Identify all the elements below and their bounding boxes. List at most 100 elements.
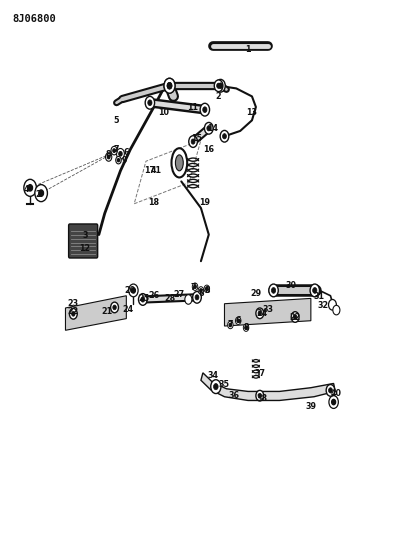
Circle shape [223,134,227,139]
Circle shape [256,308,264,319]
Text: 16: 16 [203,145,214,154]
Circle shape [119,152,122,156]
Circle shape [72,311,75,316]
Text: 15: 15 [191,134,203,143]
Circle shape [228,321,233,329]
Circle shape [258,393,262,398]
Circle shape [28,184,32,191]
Circle shape [236,317,241,325]
Text: 13: 13 [247,108,257,117]
Text: 12: 12 [80,244,91,253]
Text: 7: 7 [228,320,233,329]
Text: 20: 20 [125,286,136,295]
Circle shape [69,309,77,319]
Circle shape [198,287,204,294]
Text: 8: 8 [106,150,112,159]
Text: 30: 30 [286,280,297,289]
Circle shape [167,83,172,89]
Text: 23: 23 [68,299,79,308]
Text: 1: 1 [245,45,251,54]
Circle shape [113,305,116,310]
Circle shape [35,184,47,201]
Circle shape [192,283,198,290]
Text: 39: 39 [305,402,316,411]
Circle shape [195,295,199,300]
Polygon shape [65,296,126,330]
Ellipse shape [171,148,187,177]
Circle shape [329,387,333,393]
Circle shape [164,78,175,93]
Circle shape [271,287,276,293]
Text: 7: 7 [190,283,196,292]
Text: 6: 6 [236,316,241,325]
Circle shape [189,136,197,148]
Polygon shape [225,298,311,326]
Circle shape [206,287,208,290]
Circle shape [216,79,225,92]
Text: 22: 22 [68,307,79,316]
Circle shape [218,83,223,88]
Circle shape [294,314,297,319]
Text: 36: 36 [229,391,240,400]
Circle shape [117,149,125,159]
Circle shape [207,126,211,131]
Circle shape [211,379,221,393]
Text: 10: 10 [158,108,169,117]
Polygon shape [201,373,335,400]
Text: 29: 29 [250,288,262,297]
Text: 37: 37 [254,369,265,378]
Text: 11: 11 [188,102,199,111]
Circle shape [214,384,218,390]
Circle shape [229,324,232,327]
Text: 8: 8 [243,323,249,332]
Circle shape [200,289,202,292]
Text: 9: 9 [122,156,127,165]
Circle shape [332,399,336,405]
Circle shape [256,390,264,401]
Text: 24: 24 [256,309,268,318]
Circle shape [145,96,154,109]
Circle shape [193,292,201,303]
Text: 2: 2 [35,190,41,199]
Text: 8J06800: 8J06800 [13,14,56,24]
Text: 38: 38 [256,394,268,403]
Circle shape [204,123,213,134]
Circle shape [329,300,336,310]
Circle shape [129,284,138,297]
Circle shape [167,83,172,89]
Text: 2: 2 [216,92,221,101]
Circle shape [132,288,136,293]
Circle shape [106,153,112,161]
Circle shape [203,107,207,112]
Circle shape [258,311,262,316]
Text: 35: 35 [219,380,230,389]
Text: 7: 7 [114,145,119,154]
Circle shape [214,80,223,92]
Text: 28: 28 [164,294,175,303]
Text: 6: 6 [124,148,129,157]
Circle shape [108,155,110,159]
Circle shape [243,324,249,332]
Circle shape [139,294,147,305]
Text: 14: 14 [207,124,218,133]
Circle shape [148,100,152,106]
Circle shape [333,305,340,315]
Text: 24: 24 [123,304,134,313]
Circle shape [113,149,115,152]
Text: 33: 33 [262,304,273,313]
Text: 34: 34 [207,371,218,380]
Circle shape [245,326,247,329]
Text: 6: 6 [198,288,204,297]
Circle shape [329,395,338,408]
Circle shape [326,384,335,396]
Text: 8: 8 [204,286,210,295]
Text: 4: 4 [24,185,29,194]
Text: 40: 40 [331,389,342,398]
Circle shape [111,302,119,313]
Circle shape [204,285,210,293]
Text: 5: 5 [114,116,119,125]
Text: 31: 31 [313,292,324,301]
Circle shape [217,83,221,88]
Circle shape [200,103,210,116]
Text: 22: 22 [290,312,301,321]
